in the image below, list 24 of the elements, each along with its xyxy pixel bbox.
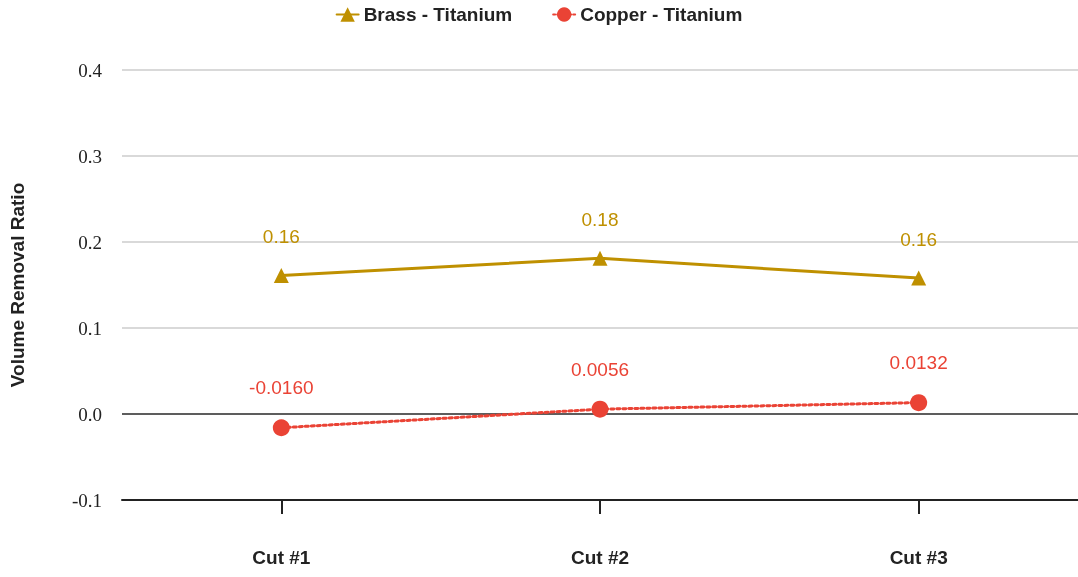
y-tick-label: 0.0 [78, 403, 102, 425]
point [591, 400, 609, 418]
x-tick-label: Cut #1 [252, 547, 311, 568]
y-axis-title: Volume Removal Ratio [7, 182, 28, 388]
y-tick-label: 0.3 [78, 145, 102, 167]
data-label: 0.18 [581, 208, 619, 230]
legend-label: Brass - Titanium [363, 4, 513, 25]
legend-label: Copper - Titanium [580, 4, 743, 25]
x-tick-label: Cut #2 [570, 547, 630, 568]
x-tick-label: Cut #3 [889, 547, 948, 568]
y-tick-label: 0.1 [78, 317, 102, 339]
data-label: 0.16 [262, 226, 300, 248]
data-label: 0.0056 [570, 358, 630, 380]
point [910, 394, 928, 412]
y-tick-label: 0.2 [78, 231, 102, 253]
data-label: -0.0160 [249, 377, 314, 399]
point [273, 268, 289, 284]
data-label: 0.0132 [889, 352, 948, 374]
data-label: 0.16 [900, 228, 938, 250]
point [272, 419, 290, 437]
y-tick-label: -0.1 [71, 489, 102, 511]
point [592, 250, 608, 266]
y-tick-label: 0.4 [78, 59, 103, 81]
point [911, 270, 927, 286]
